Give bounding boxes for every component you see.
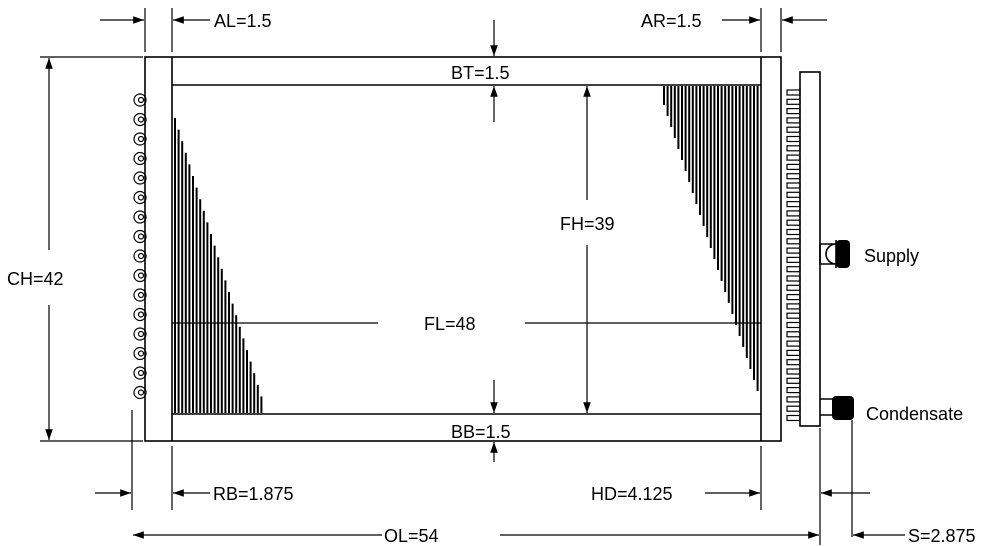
- tube-stub: [786, 377, 801, 384]
- return-bend-inner: [137, 350, 145, 357]
- tube-stub: [786, 387, 801, 394]
- tube-stub: [786, 163, 801, 170]
- return-bend: [133, 151, 147, 166]
- tube-stub: [786, 359, 801, 366]
- dim-rb: [95, 410, 210, 510]
- return-bend: [133, 366, 147, 380]
- return-bend: [133, 190, 147, 205]
- label-supply: Supply: [864, 246, 919, 266]
- return-bend: [133, 327, 147, 341]
- fins-right: [663, 86, 759, 391]
- tube-stub: [786, 331, 801, 338]
- return-bend-inner: [137, 389, 145, 396]
- dim-al: [100, 8, 210, 52]
- return-bend-inner: [137, 174, 145, 182]
- tube-stub: [786, 210, 801, 217]
- return-bend: [133, 171, 147, 185]
- return-bend: [133, 307, 147, 322]
- tube-stub: [786, 275, 801, 282]
- label-ol: OL=54: [384, 526, 439, 546]
- return-bend-inner: [137, 194, 145, 201]
- return-bend-inner: [137, 233, 145, 240]
- tube-stub: [786, 182, 801, 189]
- return-bend-inner: [137, 291, 145, 299]
- tube-stub: [786, 219, 801, 226]
- return-bend-inner: [137, 369, 145, 377]
- label-ch: CH=42: [7, 269, 64, 289]
- return-bend-inner: [137, 155, 145, 162]
- dim-ar: [722, 8, 827, 52]
- tube-stub: [786, 247, 801, 254]
- label-ar: AR=1.5: [641, 11, 702, 31]
- tube-stub: [786, 117, 801, 124]
- tube-stub: [786, 89, 801, 96]
- tube-stub: [786, 349, 801, 356]
- label-bb: BB=1.5: [451, 422, 511, 442]
- condensate-connection: [820, 396, 854, 537]
- return-bend-inner: [137, 96, 145, 104]
- return-bend: [133, 132, 147, 146]
- return-bend-inner: [137, 116, 145, 123]
- return-bend-inner: [137, 330, 145, 338]
- label-s: S=2.875: [908, 526, 976, 546]
- return-bend-inner: [137, 135, 145, 143]
- return-bend-inner: [137, 252, 145, 260]
- tube-stub: [786, 228, 801, 236]
- label-fh: FH=39: [560, 214, 615, 234]
- tube-stub: [786, 321, 801, 329]
- coil-casing: [144, 56, 782, 442]
- tube-stub: [786, 145, 801, 152]
- tube-stub: [786, 303, 801, 310]
- return-bend: [133, 288, 147, 302]
- dim-ch: [40, 56, 143, 442]
- dim-hd: [705, 428, 870, 545]
- return-bend: [133, 249, 147, 263]
- return-bend-inner: [137, 272, 145, 279]
- tube-stub: [786, 107, 801, 115]
- label-condensate: Condensate: [866, 404, 963, 424]
- tube-stub: [786, 266, 801, 273]
- header-tube-stubs: [786, 89, 801, 422]
- return-bend: [133, 210, 147, 224]
- tube-stub: [786, 238, 801, 245]
- label-bt: BT=1.5: [451, 63, 510, 83]
- return-bend: [133, 229, 147, 244]
- return-bend: [133, 112, 147, 127]
- tube-stub: [786, 191, 801, 198]
- supply-connection: [819, 240, 850, 268]
- tube-stub: [786, 368, 801, 375]
- tube-stub: [786, 414, 801, 422]
- label-hd: HD=4.125: [591, 484, 673, 504]
- tube-stub: [786, 256, 801, 263]
- fins-left: [174, 118, 263, 413]
- tube-stub: [786, 405, 801, 412]
- tube-stub: [786, 312, 801, 319]
- label-al: AL=1.5: [214, 11, 272, 31]
- tube-stub: [786, 154, 801, 161]
- return-bend-inner: [137, 311, 145, 318]
- tube-stub: [786, 284, 801, 291]
- tube-stub: [786, 126, 801, 133]
- header: [786, 71, 821, 427]
- label-rb: RB=1.875: [213, 484, 294, 504]
- return-bend: [133, 346, 147, 361]
- tube-stub: [786, 173, 801, 180]
- label-fl: FL=48: [424, 314, 476, 334]
- tube-stub: [786, 98, 801, 105]
- tube-stub: [786, 340, 801, 347]
- return-bend: [133, 385, 147, 400]
- tube-stub: [786, 135, 801, 143]
- tube-stub: [786, 396, 801, 403]
- tube-stub: [786, 294, 801, 301]
- tube-stub: [786, 201, 801, 208]
- return-bend-inner: [137, 213, 145, 221]
- return-bends: [133, 93, 147, 400]
- return-bend: [133, 93, 147, 107]
- return-bend: [133, 268, 147, 283]
